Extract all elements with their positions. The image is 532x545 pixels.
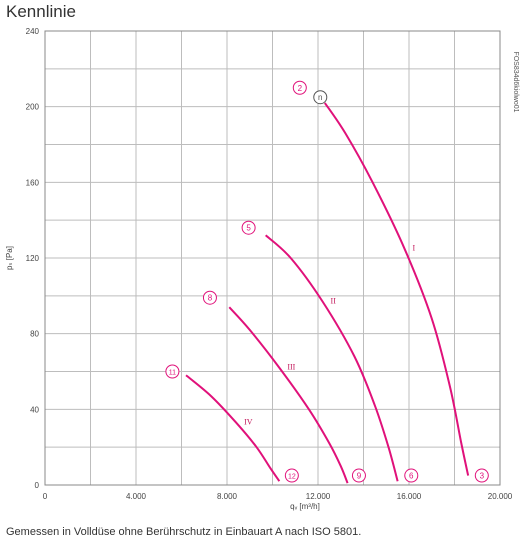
curve-i <box>323 102 470 476</box>
marker-circle <box>165 364 180 379</box>
marker-label: 9 <box>357 472 362 481</box>
series-label-iv: IV <box>244 418 253 427</box>
x-tick-label: 8.000 <box>217 492 238 501</box>
series-label-ii: II <box>331 297 337 306</box>
x-tick-labels: 0 4.000 8.000 12.000 16.000 20.000 <box>43 492 513 501</box>
y-tick-label: 120 <box>26 254 40 263</box>
curves <box>185 102 470 484</box>
marker-circle <box>313 90 328 105</box>
curve-iv <box>185 374 281 482</box>
marker-circle <box>284 468 299 483</box>
markers: 2 n 5 8 11 3 6 9 12 <box>165 80 489 483</box>
marker-circle <box>351 468 366 483</box>
x-tick-label: 0 <box>43 492 48 501</box>
marker-circle <box>241 220 256 235</box>
chart-title: Kennlinie <box>6 2 76 21</box>
side-code: FOS834d6kiolwo01 <box>512 51 519 112</box>
marker-circle <box>292 80 307 95</box>
series-label-i: I <box>412 244 415 253</box>
axes <box>44 30 501 486</box>
curve-ii <box>265 234 399 482</box>
plot-frame <box>44 30 501 486</box>
y-tick-label: 160 <box>26 178 40 187</box>
x-tick-label: 16.000 <box>397 492 422 501</box>
y-tick-label: 0 <box>35 481 40 490</box>
y-tick-label: 240 <box>26 27 40 36</box>
y-tick-label: 40 <box>30 405 39 414</box>
marker-label: n <box>318 93 322 102</box>
marker-label: 11 <box>169 370 176 377</box>
marker-label: 5 <box>246 224 251 233</box>
marker-circle <box>202 290 217 305</box>
y-tick-labels: 0 40 80 120 160 200 240 <box>26 27 40 490</box>
x-tick-label: 12.000 <box>306 492 331 501</box>
caption: Gemessen in Volldüse ohne Berührschutz i… <box>6 526 362 538</box>
marker-label: 2 <box>298 84 303 93</box>
marker-label: 6 <box>409 472 414 481</box>
grid <box>44 30 501 486</box>
y-tick-label: 80 <box>30 330 39 339</box>
marker-label: 8 <box>208 294 213 303</box>
marker-label: 12 <box>288 474 296 481</box>
marker-circle <box>474 468 489 483</box>
marker-circle <box>404 468 419 483</box>
x-axis-label: qᵥ [m³/h] <box>290 502 320 511</box>
curve-iii <box>228 306 349 484</box>
x-tick-label: 20.000 <box>488 492 513 501</box>
series-label-iii: III <box>287 363 295 372</box>
x-tick-label: 4.000 <box>126 492 147 501</box>
marker-label: 3 <box>480 472 485 481</box>
y-axis-label: pₛ [Pa] <box>5 246 14 270</box>
y-tick-label: 200 <box>26 103 40 112</box>
